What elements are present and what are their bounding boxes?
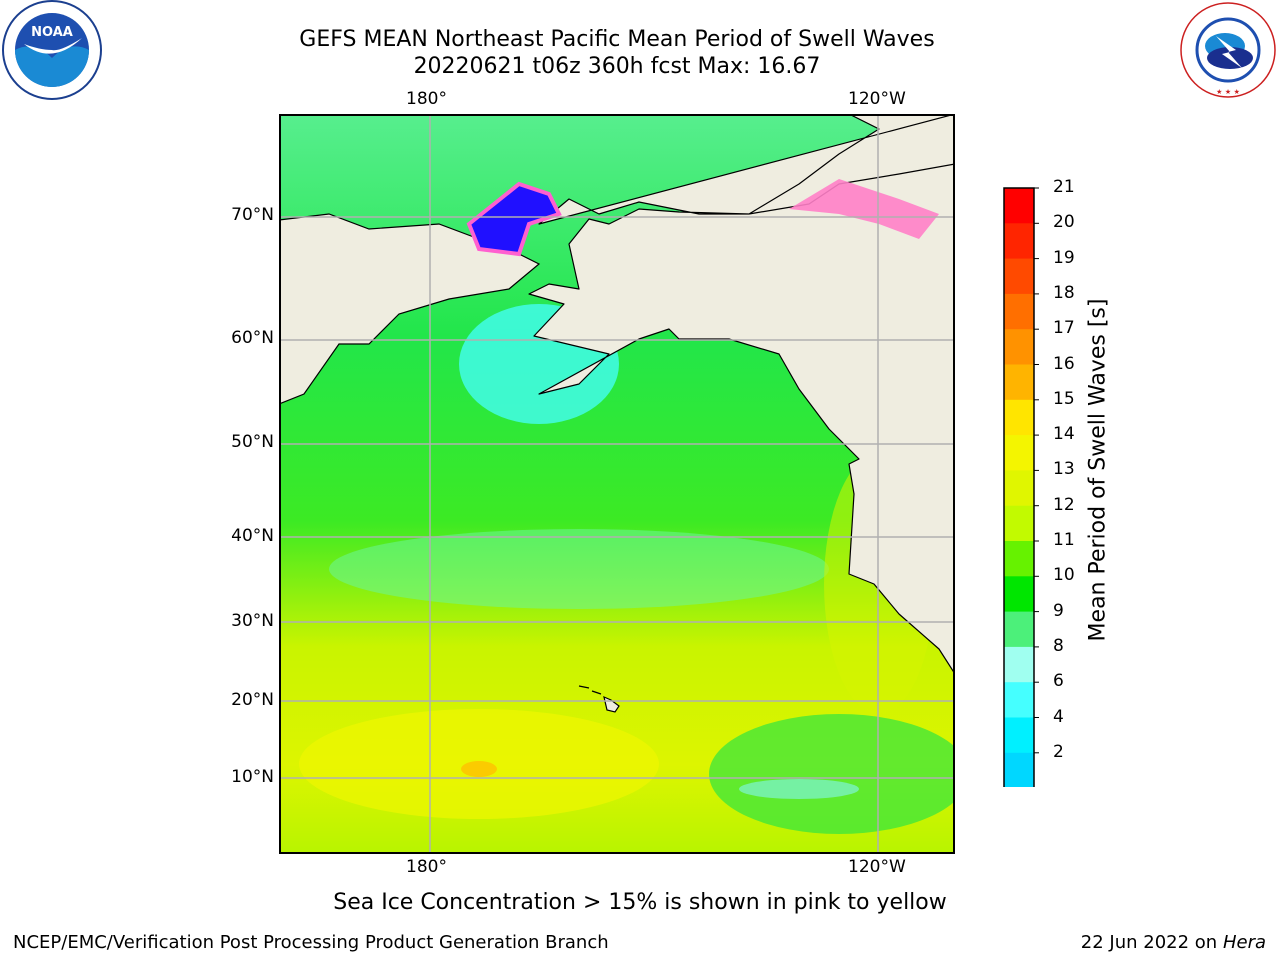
colorbar-swatch — [1004, 646, 1034, 683]
short-swell-patch — [739, 779, 859, 799]
lon-label-top-120w: 120°W — [848, 89, 906, 109]
colorbar-swatch — [1004, 258, 1034, 295]
map-title: GEFS MEAN Northeast Pacific Mean Period … — [299, 27, 935, 52]
host-name: Hera — [1222, 932, 1266, 953]
trade-band — [709, 714, 955, 834]
land-asia — [279, 213, 541, 405]
lon-label-bottom-120w: 120°W — [848, 857, 906, 877]
lon-label-bottom-180: 180° — [406, 857, 447, 877]
colorbar-tick-label: 21 — [1053, 177, 1075, 197]
lat-label-20n: 20°N — [231, 690, 274, 710]
colorbar-label: Mean Period of Swell Waves [s] — [1085, 298, 1111, 642]
colorbar-swatch — [1004, 435, 1034, 471]
cool-swell-band — [329, 529, 829, 609]
colorbar-tick-label: 15 — [1053, 388, 1075, 409]
colorbar-tick-label: 12 — [1053, 494, 1075, 515]
long-swell-core — [461, 761, 497, 777]
colorbar — [1003, 187, 1039, 787]
lat-label-10n: 10°N — [231, 767, 274, 787]
colorbar-tick-label: 19 — [1053, 247, 1075, 268]
colorbar-swatch — [1004, 188, 1034, 224]
colorbar-tick-label: 16 — [1053, 353, 1075, 374]
colorbar-tick-label: 14 — [1053, 424, 1075, 445]
graticule — [279, 114, 955, 854]
svg-text:★ ★ ★: ★ ★ ★ — [1216, 88, 1240, 96]
colorbar-swatch — [1004, 329, 1034, 365]
colorbar-tick-label: 18 — [1053, 282, 1075, 303]
lon-label-top-180: 180° — [406, 89, 447, 109]
colorbar-swatch — [1004, 576, 1034, 613]
map-subtitle: 20220621 t06z 360h fcst Max: 16.67 — [413, 54, 821, 79]
colorbar-swatch — [1004, 399, 1034, 436]
colorbar-swatch — [1004, 541, 1034, 577]
colorbar-swatch — [1004, 470, 1034, 507]
lat-label-50n: 50°N — [231, 432, 274, 452]
lat-label-30n: 30°N — [231, 611, 274, 631]
colorbar-tick-label: 6 — [1053, 671, 1064, 692]
colorbar-tick-label: 20 — [1053, 212, 1075, 233]
date-line: 22 Jun 2022 on Hera — [1081, 932, 1266, 953]
colorbar-tick-label: 17 — [1053, 318, 1075, 339]
lat-label-70n: 70°N — [231, 205, 274, 225]
colorbar-tick-label: 2 — [1053, 741, 1064, 762]
sea-ice-chukchi — [466, 181, 562, 257]
colorbar-tick-label: 9 — [1053, 600, 1064, 621]
map-frame — [279, 114, 955, 854]
colorbar-tick-label: 8 — [1053, 635, 1064, 656]
date-text: 22 Jun 2022 on — [1080, 932, 1218, 953]
colorbar-swatch — [1004, 717, 1034, 754]
colorbar-swatch — [1004, 293, 1034, 330]
colorbar-swatch — [1004, 223, 1034, 260]
colorbar-tick-label: 11 — [1053, 530, 1075, 550]
svg-text:NOAA: NOAA — [31, 25, 73, 40]
colorbar-swatch — [1004, 505, 1034, 542]
swell-period-map — [279, 114, 955, 854]
colorbar-swatch — [1004, 611, 1034, 648]
land-north-america — [528, 114, 955, 675]
colorbar-swatch — [1004, 364, 1034, 401]
colorbar-tick-label: 13 — [1053, 459, 1075, 480]
lat-label-60n: 60°N — [231, 328, 274, 348]
hawaii-islands — [578, 685, 620, 713]
sea-ice-note: Sea Ice Concentration > 15% is shown in … — [333, 890, 947, 915]
credit-line: NCEP/EMC/Verification Post Processing Pr… — [13, 932, 609, 953]
colorbar-swatch — [1004, 752, 1034, 787]
nws-logo: ★ ★ ★ — [1180, 2, 1276, 98]
colorbar-tick-label: 10 — [1053, 565, 1075, 586]
colorbar-tick-label: 4 — [1053, 706, 1064, 727]
colorbar-swatch — [1004, 682, 1034, 718]
sea-ice-beaufort — [789, 179, 939, 239]
noaa-logo: NOAA — [2, 0, 102, 100]
lat-label-40n: 40°N — [231, 526, 274, 546]
